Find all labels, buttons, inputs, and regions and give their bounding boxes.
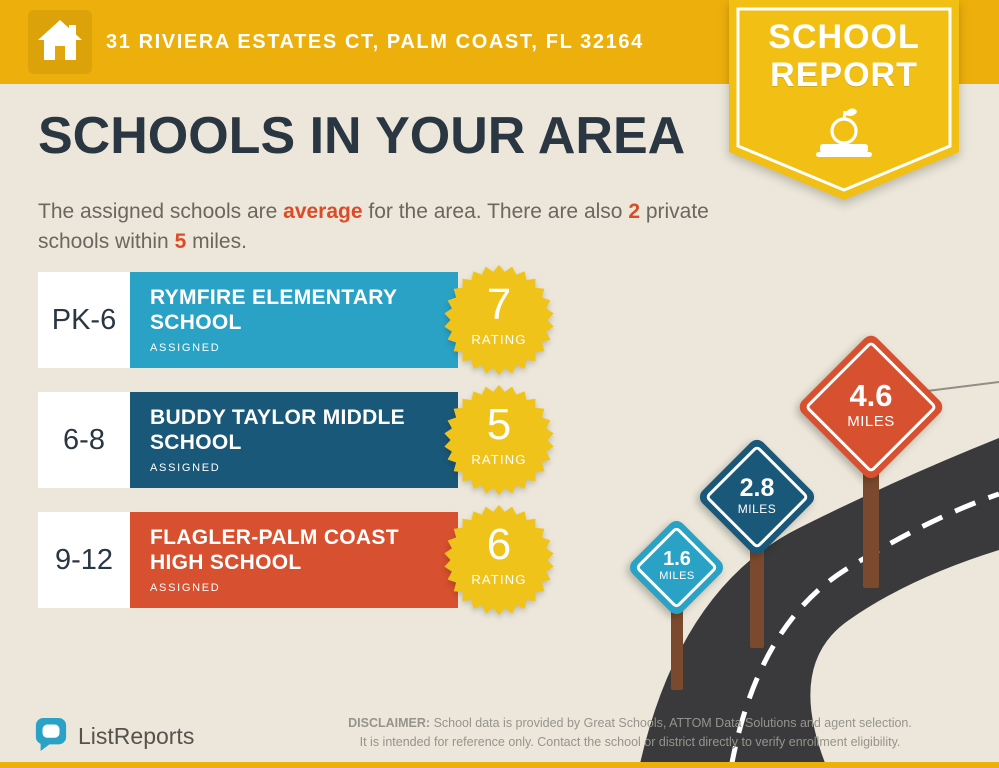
rating-badge: 5 RATING <box>443 384 555 496</box>
rating-value: 5 <box>486 400 512 449</box>
subtitle-highlight-radius: 5 <box>174 230 187 254</box>
distance-unit: MILES <box>847 413 895 430</box>
rating-value: 6 <box>486 520 512 569</box>
distance-value: 2.8 <box>739 474 775 502</box>
starburst-icon <box>443 504 555 616</box>
chat-bubble-icon <box>34 716 68 757</box>
rating-label: RATING <box>471 572 527 587</box>
distance-sign-4-6-miles: 4.6 MILES <box>796 332 946 588</box>
school-row-high: 9-12 FLAGLER-PALM COAST HIGH SCHOOL ASSI… <box>38 505 554 615</box>
school-status: ASSIGNED <box>150 461 221 474</box>
subtitle-highlight-count: 2 <box>628 200 640 223</box>
school-status: ASSIGNED <box>150 341 221 354</box>
school-name: FLAGLER-PALM COAST HIGH SCHOOL <box>150 526 399 574</box>
disclaimer-line1: DISCLAIMER: School data is provided by G… <box>285 714 975 733</box>
apple-book-icon <box>729 102 959 160</box>
bottom-accent-strip <box>0 762 999 768</box>
sign-text: 2.8 MILES <box>696 474 818 517</box>
starburst-icon <box>443 384 555 496</box>
property-address: 31 RIVIERA ESTATES CT, PALM COAST, FL 32… <box>106 30 644 53</box>
distance-value: 4.6 <box>849 378 893 413</box>
rating-value: 7 <box>486 280 512 329</box>
school-name: BUDDY TAYLOR MIDDLE SCHOOL <box>150 406 405 454</box>
page-title: SCHOOLS IN YOUR AREA <box>38 107 686 165</box>
distance-sign-1-6-miles: 1.6 MILES <box>626 517 727 693</box>
grade-range: 6-8 <box>38 392 130 488</box>
school-bar: BUDDY TAYLOR MIDDLE SCHOOL ASSIGNED <box>130 392 458 488</box>
school-list: PK-6 RYMFIRE ELEMENTARY SCHOOL ASSIGNED … <box>38 265 554 632</box>
disclaimer-line2: It is intended for reference only. Conta… <box>359 734 901 749</box>
grade-range: PK-6 <box>38 272 130 368</box>
school-bar: FLAGLER-PALM COAST HIGH SCHOOL ASSIGNED <box>130 512 458 608</box>
subtitle: The assigned schools are average for the… <box>38 197 718 258</box>
house-icon-chip <box>28 10 92 74</box>
subtitle-text: miles. <box>186 230 247 254</box>
rating-badge: 6 RATING <box>443 504 555 616</box>
disclaimer-label: DISCLAIMER: <box>348 716 431 730</box>
rating-label: RATING <box>471 452 527 467</box>
listreports-brand: ListReports <box>34 716 194 757</box>
distance-sign-2-8-miles: 2.8 MILES <box>696 436 818 648</box>
sign-text: 1.6 MILES <box>627 548 727 582</box>
school-row-middle: 6-8 BUDDY TAYLOR MIDDLE SCHOOL ASSIGNED … <box>38 385 554 495</box>
rating-label: RATING <box>471 332 527 347</box>
rating-badge: 7 RATING <box>443 264 555 376</box>
subtitle-text: for the area. There are also <box>362 200 629 223</box>
school-bar: RYMFIRE ELEMENTARY SCHOOL ASSIGNED <box>130 272 458 368</box>
school-row-elementary: PK-6 RYMFIRE ELEMENTARY SCHOOL ASSIGNED … <box>38 265 554 375</box>
disclaimer: DISCLAIMER: School data is provided by G… <box>285 714 975 752</box>
brand-name: ListReports <box>78 723 195 749</box>
school-report-ribbon: SCHOOL REPORT <box>729 0 959 210</box>
disclaimer-text: School data is provided by Great Schools… <box>430 716 912 730</box>
distance-value: 1.6 <box>663 548 691 570</box>
subtitle-text: private schools within <box>38 200 709 254</box>
ribbon-title-line2: REPORT <box>770 56 918 94</box>
starburst-icon <box>443 264 555 376</box>
grade-range: 9-12 <box>38 512 130 608</box>
house-icon <box>36 18 84 67</box>
school-status: ASSIGNED <box>150 581 221 594</box>
subtitle-highlight-average: average <box>283 200 363 223</box>
subtitle-text: The assigned schools are <box>38 200 284 223</box>
sign-text: 4.6 MILES <box>796 378 946 431</box>
ribbon-title-line1: SCHOOL <box>768 18 920 56</box>
distance-unit: MILES <box>737 502 777 516</box>
school-name: RYMFIRE ELEMENTARY SCHOOL <box>150 286 397 334</box>
distance-unit: MILES <box>659 570 695 582</box>
